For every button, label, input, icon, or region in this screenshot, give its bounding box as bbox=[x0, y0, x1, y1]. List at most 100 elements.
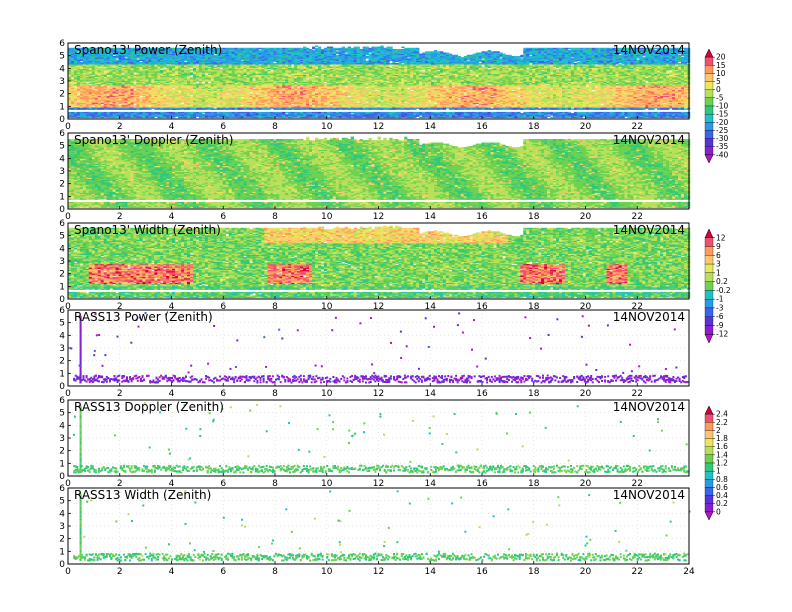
heatmap-cell bbox=[223, 48, 226, 50]
heatmap-cell bbox=[282, 48, 285, 50]
heatmap-cell bbox=[229, 48, 232, 50]
heatmap-cell bbox=[306, 112, 309, 114]
heatmap-cell bbox=[267, 70, 270, 72]
heatmap-cell bbox=[241, 48, 244, 50]
heatmap-cell bbox=[214, 92, 217, 94]
heatmap-cell bbox=[208, 83, 211, 85]
heatmap-cell bbox=[163, 96, 166, 98]
heatmap-cell bbox=[95, 78, 98, 80]
heatmap-cell bbox=[312, 112, 315, 114]
heatmap-cell bbox=[202, 114, 205, 116]
heatmap-cell bbox=[250, 112, 253, 114]
heatmap-cell bbox=[279, 93, 282, 95]
heatmap-cell bbox=[134, 112, 137, 114]
heatmap-cell bbox=[122, 75, 125, 77]
heatmap-cell bbox=[196, 65, 199, 67]
heatmap-cell bbox=[253, 89, 256, 91]
heatmap-cell bbox=[190, 112, 193, 114]
heatmap-cell bbox=[166, 65, 169, 67]
heatmap-cell bbox=[241, 112, 244, 114]
heatmap-cell bbox=[244, 76, 247, 78]
heatmap-cell bbox=[131, 87, 134, 89]
heatmap-cell bbox=[160, 112, 163, 114]
heatmap-cell bbox=[151, 112, 154, 114]
heatmap-cell bbox=[288, 112, 291, 114]
heatmap-cell bbox=[303, 72, 306, 74]
heatmap-cell bbox=[163, 112, 166, 114]
heatmap-cell bbox=[232, 48, 235, 50]
heatmap-cell bbox=[104, 78, 107, 80]
heatmap-cell bbox=[235, 48, 238, 50]
heatmap-cell bbox=[309, 49, 312, 51]
heatmap-cell bbox=[154, 112, 157, 114]
heatmap-cell bbox=[134, 105, 137, 107]
heatmap-cell bbox=[107, 87, 110, 89]
heatmap-cell bbox=[250, 93, 253, 95]
heatmap-cell bbox=[190, 72, 193, 74]
heatmap-cell bbox=[125, 112, 128, 114]
heatmap-cell bbox=[270, 112, 273, 114]
heatmap-cell bbox=[196, 83, 199, 85]
heatmap-cell bbox=[77, 112, 80, 114]
heatmap-cell bbox=[297, 112, 300, 114]
heatmap-cell bbox=[312, 50, 315, 52]
heatmap-cell bbox=[178, 112, 181, 114]
heatmap-cell bbox=[291, 75, 294, 77]
heatmap-cell bbox=[110, 112, 113, 114]
heatmap-cell bbox=[92, 87, 95, 89]
heatmap-cell bbox=[208, 112, 211, 114]
heatmap-cell bbox=[86, 112, 89, 114]
heatmap-cell bbox=[294, 48, 297, 50]
heatmap-cell bbox=[282, 112, 285, 114]
heatmap-cell bbox=[256, 94, 259, 96]
heatmap-cell bbox=[247, 112, 250, 114]
heatmap-cell bbox=[253, 80, 256, 82]
heatmap-cell bbox=[267, 48, 270, 50]
heatmap-cell bbox=[172, 112, 175, 114]
heatmap-cell bbox=[116, 60, 119, 62]
heatmap-cell bbox=[300, 48, 303, 50]
heatmap-cell bbox=[89, 85, 92, 87]
heatmap-cell bbox=[77, 101, 80, 103]
heatmap-cell bbox=[139, 112, 142, 114]
heatmap-cell bbox=[148, 85, 151, 87]
heatmap-cell bbox=[291, 65, 294, 67]
heatmap-cell bbox=[199, 112, 202, 114]
heatmap-cell bbox=[145, 80, 148, 82]
heatmap-cell bbox=[136, 60, 139, 62]
heatmap-cell bbox=[267, 112, 270, 114]
heatmap-cell bbox=[175, 112, 178, 114]
heatmap-cell bbox=[80, 112, 83, 114]
heatmap-cell bbox=[253, 112, 256, 114]
heatmap-cell bbox=[244, 112, 247, 114]
heatmap-cell bbox=[315, 77, 318, 79]
heatmap-cell bbox=[107, 76, 110, 78]
heatmap-cell bbox=[297, 87, 300, 89]
heatmap-cell bbox=[125, 58, 128, 60]
heatmap-cell bbox=[273, 63, 276, 65]
heatmap-cell bbox=[131, 112, 134, 114]
heatmap-cell bbox=[229, 112, 232, 114]
heatmap-cell bbox=[134, 90, 137, 92]
heatmap-cell bbox=[303, 82, 306, 84]
heatmap-cell bbox=[160, 70, 163, 72]
heatmap-cell bbox=[148, 112, 151, 114]
heatmap-cell bbox=[77, 94, 80, 96]
heatmap-cell bbox=[107, 112, 110, 114]
heatmap-cell bbox=[294, 83, 297, 85]
heatmap-cell bbox=[220, 69, 223, 71]
heatmap-cell bbox=[241, 61, 244, 63]
heatmap-cell bbox=[95, 112, 98, 114]
heatmap-cell bbox=[74, 87, 77, 89]
heatmap-cell bbox=[309, 112, 312, 114]
heatmap-cell bbox=[190, 77, 193, 79]
heatmap-cell bbox=[148, 106, 151, 108]
heatmap-cell bbox=[226, 112, 229, 114]
heatmap-cell bbox=[202, 83, 205, 85]
heatmap-cell bbox=[83, 112, 86, 114]
heatmap-cell bbox=[190, 96, 193, 98]
heatmap-cell bbox=[101, 105, 104, 107]
heatmap-cell bbox=[71, 79, 74, 81]
heatmap-cell bbox=[184, 112, 187, 114]
